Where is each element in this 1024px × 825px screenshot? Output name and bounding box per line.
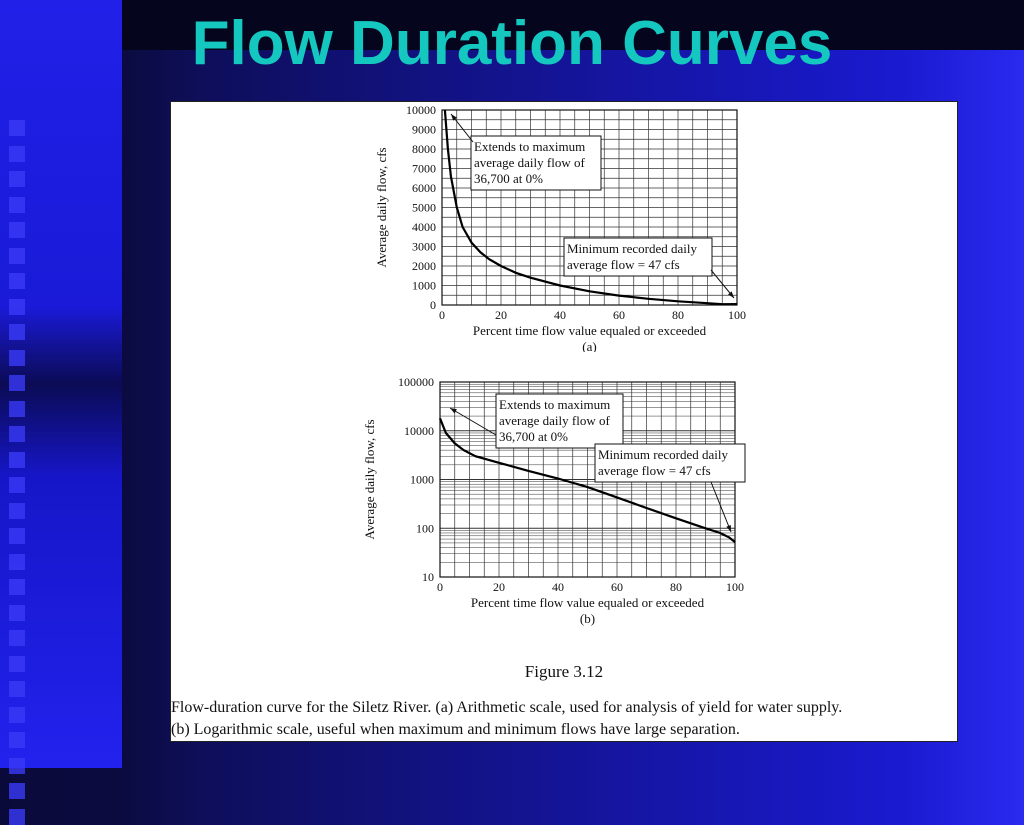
y-tick-label: 100: [416, 521, 434, 535]
decor-square: [9, 273, 25, 289]
annotation-box: [563, 237, 713, 277]
annotation-text: 36,700 at 0%: [499, 429, 568, 444]
slide-title: Flow Duration Curves: [191, 9, 833, 78]
decor-square: [9, 171, 25, 187]
caption-line-2: (b) Logarithmic scale, useful when maxim…: [171, 721, 740, 738]
decor-square: [9, 349, 25, 366]
x-tick-label: 80: [670, 580, 682, 594]
decor-square: [9, 655, 25, 672]
decor-square: [9, 757, 25, 774]
x-tick-label: 100: [728, 308, 746, 322]
decor-square: [9, 222, 25, 238]
y-tick-label: 2000: [412, 259, 436, 273]
decor-square: [9, 604, 25, 621]
plot-frame: [441, 109, 738, 306]
y-axis-label: Average daily flow, cfs: [362, 419, 377, 539]
y-tick-label: 10000: [406, 103, 436, 117]
figure-panel: 0 20 40 60 80 100 0 1000 2000 3000 4000 5000 6000 700…: [170, 101, 958, 742]
annotation-arrowhead: [726, 525, 731, 532]
annotation-text: average flow = 47 cfs: [598, 463, 711, 478]
x-tick-label: 40: [554, 308, 566, 322]
series-line: [438, 417, 736, 543]
annotation-arrowhead: [727, 291, 734, 298]
decor-square: [9, 477, 25, 493]
x-axis-label: Percent time flow value equaled or excee…: [473, 323, 707, 338]
x-tick-label: 80: [672, 308, 684, 322]
decor-square: [9, 706, 25, 723]
x-tick-label: 20: [495, 308, 507, 322]
decor-square: [9, 528, 25, 544]
annotation-text: Extends to maximum: [499, 397, 610, 412]
y-tick-label: 10: [422, 570, 434, 584]
x-tick-label: 20: [493, 580, 505, 594]
decor-square: [9, 732, 25, 748]
decor-square: [9, 426, 25, 442]
caption-line-1: Flow-duration curve for the Siletz River…: [171, 699, 843, 716]
decor-square: [9, 298, 25, 315]
annotation-text: average daily flow of: [474, 155, 585, 170]
y-tick-label: 7000: [412, 162, 436, 176]
decor-square: [9, 630, 25, 646]
x-axis-label: Percent time flow value equaled or excee…: [471, 595, 705, 610]
decor-square: [9, 783, 25, 799]
decor-square: [9, 681, 25, 697]
decor-square: [9, 375, 25, 391]
annotation-text: 36,700 at 0%: [474, 171, 543, 186]
panel-label: (b): [580, 611, 595, 626]
x-tick-label: 60: [611, 580, 623, 594]
decor-square: [9, 145, 25, 162]
decor-square: [9, 324, 25, 340]
series-line: [443, 109, 738, 306]
y-tick-label: 1000: [410, 473, 434, 487]
y-axis-label: Average daily flow, cfs: [374, 147, 389, 267]
y-tick-label: 10000: [404, 424, 434, 438]
y-tick-label: 0: [430, 298, 436, 312]
annotation-arrowhead: [450, 408, 457, 414]
y-tick-label: 6000: [412, 181, 436, 195]
panel-label: (a): [582, 339, 596, 352]
decor-square: [9, 451, 25, 468]
y-tick-label: 8000: [412, 142, 436, 156]
decor-square: [9, 502, 25, 519]
figure-caption: Flow-duration curve for the Siletz River…: [171, 697, 957, 741]
y-tick-label: 5000: [412, 201, 436, 215]
decor-square: [9, 808, 25, 825]
decor-square: [9, 400, 25, 417]
x-tick-label: 60: [613, 308, 625, 322]
annotation-text: Extends to maximum: [474, 139, 585, 154]
title-band: [122, 0, 1024, 50]
decor-square: [9, 247, 25, 264]
figure-label: Figure 3.12: [524, 662, 604, 681]
y-tick-label: 4000: [412, 220, 436, 234]
annotation-box: [594, 443, 746, 483]
x-tick-label: 0: [439, 308, 445, 322]
chart-b: 0 20 40 60 80 100 10 100 1000 10000 100000 Percent …: [362, 375, 746, 626]
y-tick-label: 9000: [412, 123, 436, 137]
annotation-arrowhead: [451, 114, 457, 121]
annotation-box: [470, 135, 602, 191]
annotation-arrow: [710, 481, 732, 533]
y-tick-label: 100000: [398, 375, 434, 389]
annotation-text: Minimum recorded daily: [567, 241, 697, 256]
decor-square: [9, 553, 25, 570]
x-tick-label: 100: [726, 580, 744, 594]
decor-square: [9, 196, 25, 213]
annotation-text: Minimum recorded daily: [598, 447, 728, 462]
y-tick-label: 3000: [412, 240, 436, 254]
left-decorative-strip: [0, 0, 122, 825]
annotation-box: [495, 393, 624, 449]
annotation-text: average flow = 47 cfs: [567, 257, 680, 272]
annotation-arrow: [449, 407, 497, 436]
annotation-text: average daily flow of: [499, 413, 610, 428]
chart-a: 0 20 40 60 80 1000100020003000400050006000700…: [374, 103, 746, 352]
decor-square: [9, 120, 25, 136]
decor-square: [9, 579, 25, 595]
x-tick-label: 0: [437, 580, 443, 594]
x-tick-label: 40: [552, 580, 564, 594]
y-tick-label: 1000: [412, 279, 436, 293]
